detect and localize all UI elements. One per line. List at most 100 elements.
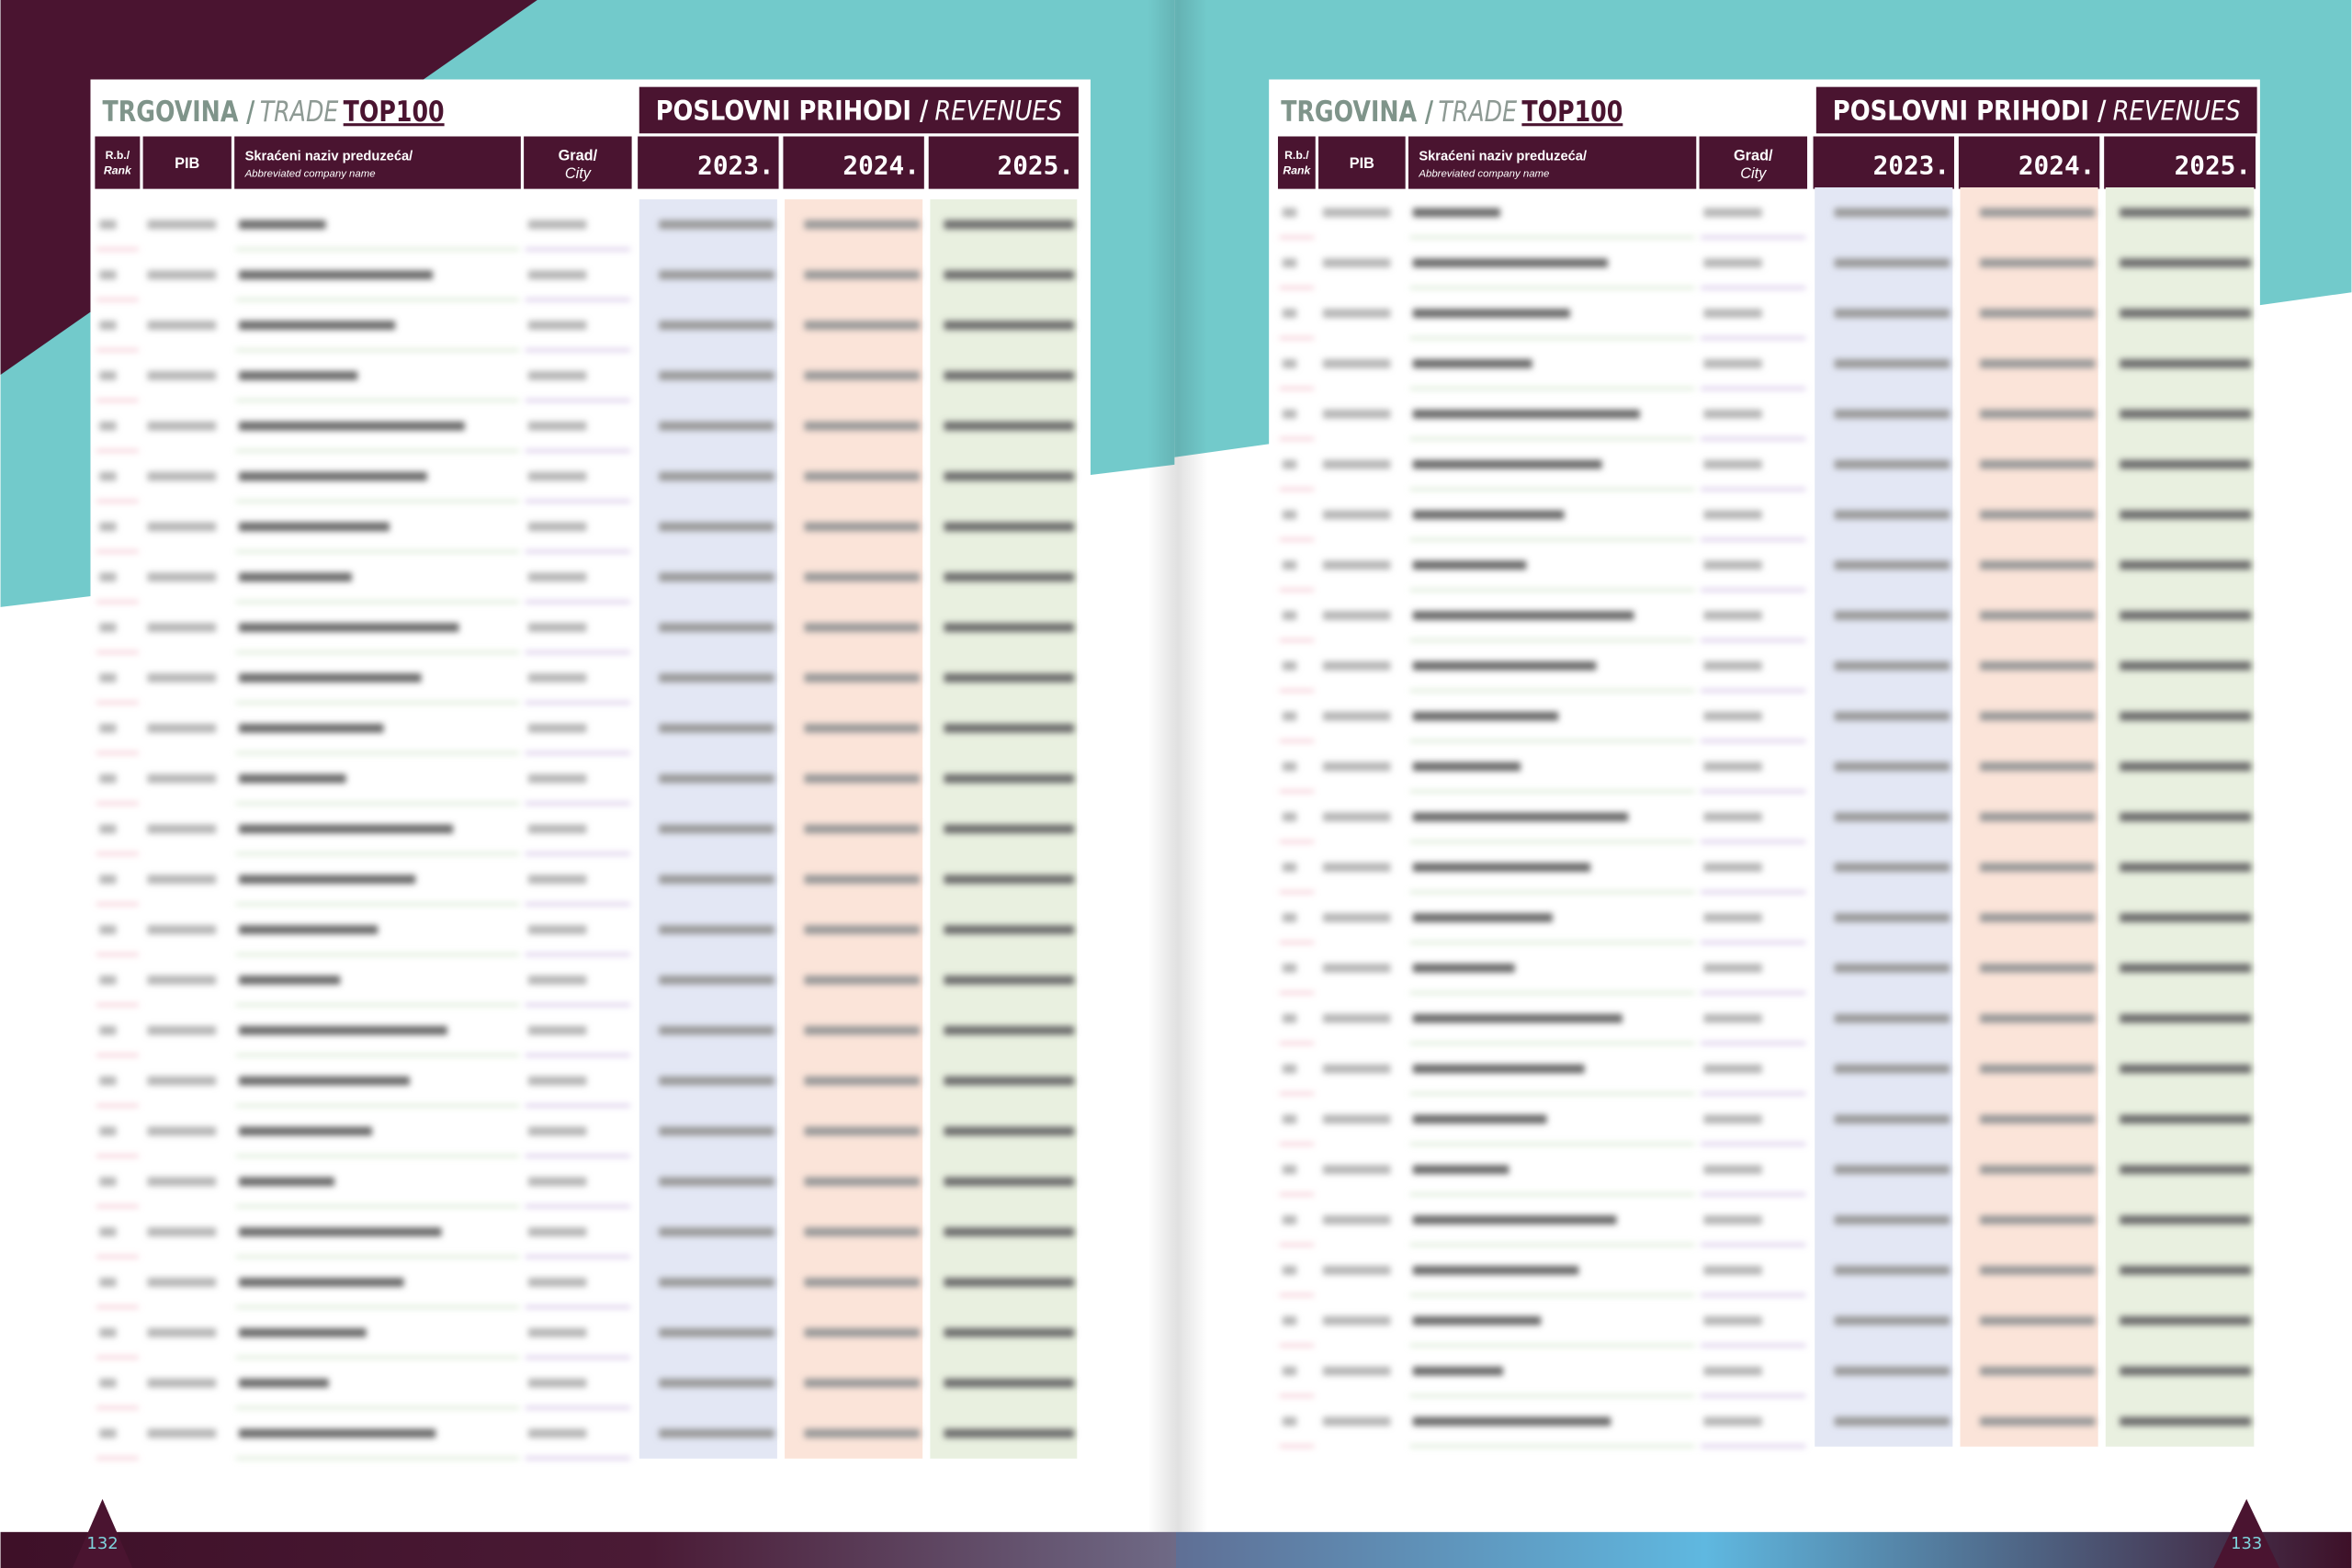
blurred-cell — [1412, 459, 1602, 469]
blurred-cell — [1412, 1266, 1579, 1275]
section-en: TRADE — [1438, 96, 1517, 129]
row-rule — [1279, 739, 1315, 742]
blurred-cell — [804, 270, 920, 280]
blurred-cell — [1282, 359, 1297, 368]
blurred-cell — [659, 1327, 775, 1337]
row-rule — [525, 701, 630, 705]
blurred-cell — [1703, 964, 1762, 973]
row-rule — [525, 248, 630, 251]
footer-bar — [1176, 1531, 2352, 1568]
blurred-cell — [944, 1025, 1075, 1035]
blurred-cell — [528, 723, 587, 733]
blurred-cell — [528, 220, 587, 230]
blurred-cell — [659, 673, 775, 682]
blurred-cell — [804, 522, 920, 532]
brand: TOP100 — [1521, 96, 1623, 129]
row-rule — [525, 802, 630, 805]
blurred-cell — [99, 1327, 117, 1337]
blurred-cell — [1282, 309, 1297, 318]
blurred-cell — [99, 925, 117, 935]
blurred-cell — [1980, 1114, 2096, 1124]
row-rule — [1409, 1143, 1695, 1145]
blurred-cell — [1980, 812, 2096, 822]
blurred-cell — [239, 471, 427, 481]
row-rule — [1409, 1193, 1695, 1196]
blurred-cell — [1834, 359, 1951, 368]
blurred-cell — [528, 270, 587, 280]
blurred-cell — [1282, 1416, 1297, 1427]
blurred-cell — [2120, 1165, 2252, 1175]
blurred-cell — [1412, 409, 1640, 419]
row-rule — [1701, 589, 1806, 592]
blurred-cell — [99, 623, 117, 633]
blurred-cell — [1834, 1215, 1951, 1224]
blurred-cell — [804, 1177, 920, 1187]
blurred-cell — [1980, 761, 2096, 772]
blurred-cell — [659, 1076, 775, 1086]
blurred-cell — [804, 874, 920, 885]
row-rule — [1701, 739, 1806, 742]
blurred-cell — [1834, 1114, 1951, 1124]
blurred-cell — [1322, 1215, 1391, 1224]
row-rule — [1409, 236, 1695, 239]
blurred-cell — [528, 1126, 587, 1136]
row-rule — [1701, 840, 1806, 843]
col-rank-en: Rank — [104, 164, 132, 176]
blurred-cell — [528, 1227, 587, 1237]
blurred-cell — [659, 1278, 775, 1287]
blurred-cell — [804, 773, 920, 784]
blurred-cell — [239, 723, 384, 733]
blurred-cell — [1412, 1366, 1503, 1376]
blurred-cell — [1980, 510, 2096, 520]
blurred-cell — [1282, 1114, 1297, 1124]
blurred-cell — [99, 1177, 117, 1187]
column-header-cell — [1813, 136, 1954, 189]
blurred-cell — [2120, 208, 2252, 218]
row-rule — [1409, 488, 1695, 491]
blurred-cell — [2120, 1315, 2252, 1325]
blurred-cell — [1703, 359, 1762, 368]
blurred-cell — [804, 220, 920, 230]
blurred-cell — [239, 270, 434, 280]
blurred-cell — [944, 1428, 1075, 1438]
blurred-cell — [1834, 258, 1951, 268]
blurred-cell — [1834, 1013, 1951, 1023]
blurred-cell — [659, 522, 775, 532]
row-rule — [1279, 1394, 1315, 1397]
blurred-cell — [147, 572, 217, 582]
row-rule — [1409, 638, 1695, 642]
blurred-cell — [804, 824, 920, 834]
col-pib: PIB — [1350, 155, 1374, 172]
row-rule — [1409, 1243, 1695, 1247]
row-rule — [1701, 1092, 1806, 1095]
row-rule — [96, 903, 139, 906]
row-rule — [1409, 1445, 1695, 1448]
blurred-cell — [659, 371, 775, 380]
row-rule — [1701, 638, 1806, 642]
blurred-cell — [147, 321, 217, 331]
blurred-cell — [804, 471, 920, 481]
column-header-cell — [142, 136, 232, 189]
blurred-cell — [659, 1378, 775, 1388]
blurred-cell — [1703, 510, 1762, 520]
row-rule — [235, 550, 520, 553]
blurred-cell — [1412, 1315, 1542, 1325]
row-rule — [1701, 287, 1806, 289]
row-rule — [1279, 689, 1315, 693]
blurred-cell — [528, 1076, 587, 1086]
blurred-cell — [659, 421, 775, 431]
metric-en: REVENUES — [934, 96, 1062, 127]
col-name: Skraćeni naziv preduzeća/ — [1419, 150, 1587, 164]
blurred-cell — [1980, 863, 2096, 873]
row-rule — [235, 650, 520, 654]
blurred-cell — [944, 1177, 1075, 1187]
blurred-cell — [239, 572, 352, 582]
blurred-cell — [528, 1428, 587, 1438]
blurred-cell — [528, 623, 587, 633]
row-rule — [1279, 287, 1315, 289]
blurred-cell — [659, 572, 775, 582]
blurred-cell — [1980, 258, 2096, 268]
blurred-cell — [1282, 459, 1297, 469]
row-rule — [235, 1406, 520, 1409]
row-rule — [525, 500, 630, 502]
